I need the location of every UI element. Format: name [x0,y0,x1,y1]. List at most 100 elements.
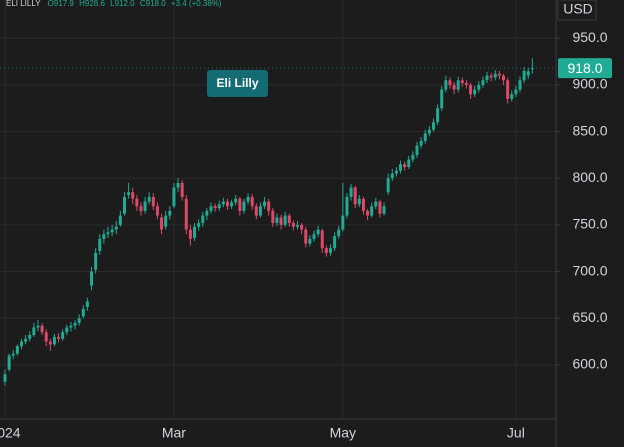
candle-body [81,308,85,317]
candle-body [382,206,386,214]
candle-body [246,196,250,202]
annotation-box[interactable] [207,70,268,97]
candle-body [431,122,435,130]
y-tick-label: 700.0 [572,262,607,278]
candle-body [15,346,19,354]
candle-body [436,108,440,123]
candle-body [366,210,370,216]
candle-body [341,215,345,230]
y-tick-label: 950.0 [572,29,607,45]
candle-body [452,84,456,90]
candle-body [493,73,497,78]
candle-body [234,198,238,203]
candle-body [217,204,221,209]
candle-body [151,196,155,207]
candle-body [209,206,213,211]
candle-body [324,248,328,253]
candle-body [254,206,258,216]
candle-body [394,170,398,174]
candle-body [308,238,312,244]
candle-body [44,332,48,342]
annotation[interactable]: Eli Lilly [216,76,258,90]
candle-body [106,232,110,235]
candle-body [312,234,316,239]
candle-body [242,201,246,211]
candle-body [271,210,275,224]
candle-body [460,80,464,84]
x-tick-label: Jul [507,425,525,441]
currency-box[interactable] [557,0,597,21]
candle-body [345,196,349,216]
y-tick-label: 900.0 [572,76,607,92]
candle-body [65,327,69,333]
candle-body [40,325,44,333]
candle-body [275,217,279,224]
x-tick-label: May [330,425,356,441]
candle-body [193,226,197,238]
candle-body [296,224,300,227]
candle-body [291,223,295,227]
candle-body [147,196,151,202]
candles [3,58,534,386]
candle-body [304,229,308,244]
candle-body [337,229,341,237]
candle-body [52,336,56,345]
candle-body [448,80,452,85]
candle-body [370,206,374,216]
candle-body [24,338,28,342]
last-price-label: 918.0 [567,60,602,76]
candle-body [349,187,353,197]
open: O917.9 [48,0,75,8]
candle-body [386,178,390,193]
candle-body [333,236,337,249]
candle-body [238,198,242,211]
candle-body [213,206,217,209]
candle-body [328,248,332,253]
candle-body [36,325,40,328]
candle-body [225,201,229,207]
candle-body [357,198,361,205]
candle-body [168,210,172,216]
close: C918.0 [140,0,166,8]
candle-body [320,230,324,249]
candle-body [19,341,23,347]
candle-body [172,187,176,207]
candle-body [57,336,61,339]
candle-body [485,75,489,81]
candle-body [143,201,147,211]
candle-body [114,226,118,230]
candle-body [102,234,106,239]
candle-body [221,201,225,205]
candle-body [361,198,365,211]
candle-body [477,84,481,90]
candle-body [287,215,291,224]
x-tick-label: 2024 [0,425,21,441]
candle-body [353,187,357,205]
candle-body [444,80,448,90]
candle-body [205,210,209,216]
candle-body [258,206,262,216]
candle-body [131,192,135,199]
candle-body [423,133,427,141]
candle-body [127,192,131,196]
y-tick-label: 750.0 [572,216,607,232]
candle-body [98,238,102,252]
candle-body [3,374,7,382]
candle-body [90,271,94,286]
candle-body [94,252,98,270]
candle-body [197,223,201,227]
high: H928.6 [79,0,105,8]
currency[interactable]: USD [563,1,593,17]
candle-body [77,318,81,323]
candle-body [250,196,254,207]
candle-body [419,140,423,146]
candle-body [522,70,526,81]
candle-body [407,159,411,168]
symbol: ELI LILLY [6,0,41,8]
candle-body [440,89,444,109]
candle-body [230,202,234,207]
candle-body [481,80,485,85]
candle-body [514,89,518,95]
